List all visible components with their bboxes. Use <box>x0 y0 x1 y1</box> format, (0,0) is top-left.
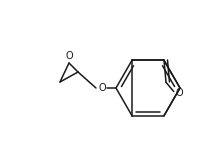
Text: O: O <box>176 88 183 98</box>
Text: O: O <box>98 83 106 93</box>
Text: O: O <box>65 51 73 61</box>
